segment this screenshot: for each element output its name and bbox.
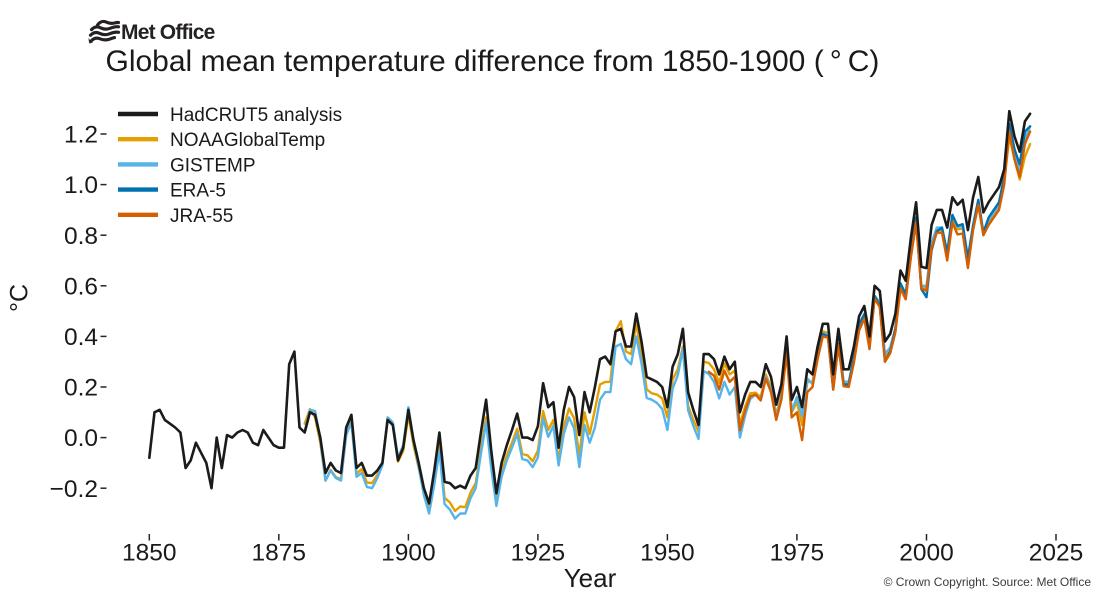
svg-text:2025: 2025 [1029,540,1084,567]
svg-text:1950: 1950 [640,540,695,567]
svg-text:NOAAGlobalTemp: NOAAGlobalTemp [170,130,325,151]
svg-text:1.0: 1.0 [64,172,98,199]
svg-text:Met Office: Met Office [121,21,215,44]
svg-text:1975: 1975 [770,540,825,567]
svg-text:−0.2: −0.2 [50,476,98,503]
svg-text:0.8: 0.8 [64,223,98,250]
svg-text:1925: 1925 [511,540,566,567]
svg-text:1.2: 1.2 [64,122,98,149]
svg-text:ERA-5: ERA-5 [170,181,226,202]
svg-text:JRA-55: JRA-55 [170,206,233,227]
svg-text:0.4: 0.4 [64,324,98,351]
svg-text:HadCRUT5 analysis: HadCRUT5 analysis [170,105,342,126]
svg-text:© Crown Copyright. Source: Met: © Crown Copyright. Source: Met Office [884,575,1092,589]
svg-text:0.0: 0.0 [64,425,98,452]
svg-text:°C: °C [6,284,34,312]
svg-text:Global mean temperature differ: Global mean temperature difference from … [106,45,880,78]
svg-text:0.6: 0.6 [64,273,98,300]
svg-text:GISTEMP: GISTEMP [170,155,256,176]
svg-text:0.2: 0.2 [64,375,98,402]
svg-text:1900: 1900 [381,540,436,567]
svg-text:1875: 1875 [252,540,307,567]
svg-text:2000: 2000 [899,540,954,567]
svg-text:1850: 1850 [122,540,177,567]
svg-text:Year: Year [564,563,617,592]
